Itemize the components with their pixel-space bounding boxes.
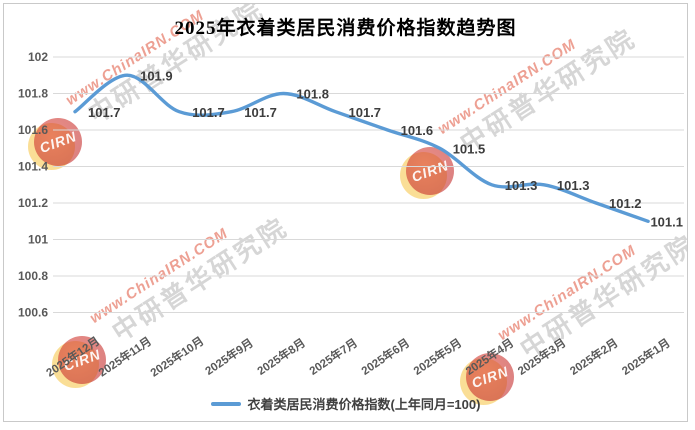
y-axis-tick-label: 100.6 xyxy=(18,306,48,320)
data-label: 101.7 xyxy=(244,105,277,120)
data-label: 101.6 xyxy=(401,123,434,138)
x-axis-tick-label: 2025年10月 xyxy=(148,334,207,380)
chart-frame: CIRN www.ChinaIRN.COM 中研普华研究院 CIRN www.C… xyxy=(3,3,688,422)
watermark-layer: CIRN www.ChinaIRN.COM 中研普华研究院 CIRN www.C… xyxy=(4,4,687,421)
line-chart: 102 101.8 101.6 101.4 101.2 101 100.8 100.6 2025… xyxy=(18,50,684,380)
data-label: 101.5 xyxy=(453,141,486,156)
cirn-logo-circle: CIRN xyxy=(406,147,454,195)
data-label: 101.7 xyxy=(349,105,382,120)
data-label: 101.3 xyxy=(505,178,538,193)
legend-line-swatch xyxy=(210,401,241,406)
y-axis-tick-label: 100.8 xyxy=(18,269,48,283)
y-axis-tick-label: 102 xyxy=(28,50,48,64)
y-axis-tick-label: 101 xyxy=(28,233,48,247)
cirn-logo-circle: CIRN xyxy=(58,336,106,384)
cirn-logo-icon: CIRN xyxy=(52,336,106,388)
x-axis-tick-label: 2025年4月 xyxy=(463,336,516,378)
y-axis-tick-label: 101.8 xyxy=(18,87,48,101)
data-label: 101.2 xyxy=(609,196,642,211)
cirn-logo-icon: CIRN xyxy=(28,118,82,170)
legend: 衣着类居民消费价格指数(上年同月=100) xyxy=(4,394,687,413)
x-axis-tick-label: 2025年5月 xyxy=(411,336,464,378)
data-label: 101.9 xyxy=(140,68,173,83)
cirn-logo-icon: CIRN xyxy=(400,147,454,199)
y-axis-tick-label: 101.2 xyxy=(18,196,48,210)
data-label: 101.7 xyxy=(192,105,225,120)
x-axis-tick-label: 2025年9月 xyxy=(202,336,255,378)
cirn-logo-icon: CIRN xyxy=(460,353,514,405)
y-axis-tick-label: 101.6 xyxy=(18,123,48,137)
x-axis-tick-label: 2025年6月 xyxy=(359,336,412,378)
series-line xyxy=(73,73,650,223)
x-axis-tick-label: 2025年2月 xyxy=(567,336,620,378)
x-axis-tick-label: 2025年3月 xyxy=(515,336,568,378)
chart-title: 2025年衣着类居民消费价格指数趋势图 xyxy=(174,18,517,39)
data-label: 101.3 xyxy=(557,178,590,193)
data-label: 101.1 xyxy=(650,214,683,229)
legend-label: 衣着类居民消费价格指数(上年同月=100) xyxy=(247,397,481,412)
x-axis-tick-label: 2025年1月 xyxy=(619,336,672,378)
x-axis-tick-label: 2025年7月 xyxy=(307,336,360,378)
cirn-logo-circle: CIRN xyxy=(34,118,82,166)
x-axis-tick-label: 2025年12月 xyxy=(43,334,102,380)
data-label: 101.8 xyxy=(296,87,329,102)
x-axis-tick-label: 2025年8月 xyxy=(254,336,307,378)
x-axis-tick-label: 2025年11月 xyxy=(96,334,154,380)
y-axis-tick-label: 101.4 xyxy=(18,160,48,174)
data-label: 101.7 xyxy=(88,105,121,120)
cirn-logo-circle: CIRN xyxy=(466,353,514,401)
